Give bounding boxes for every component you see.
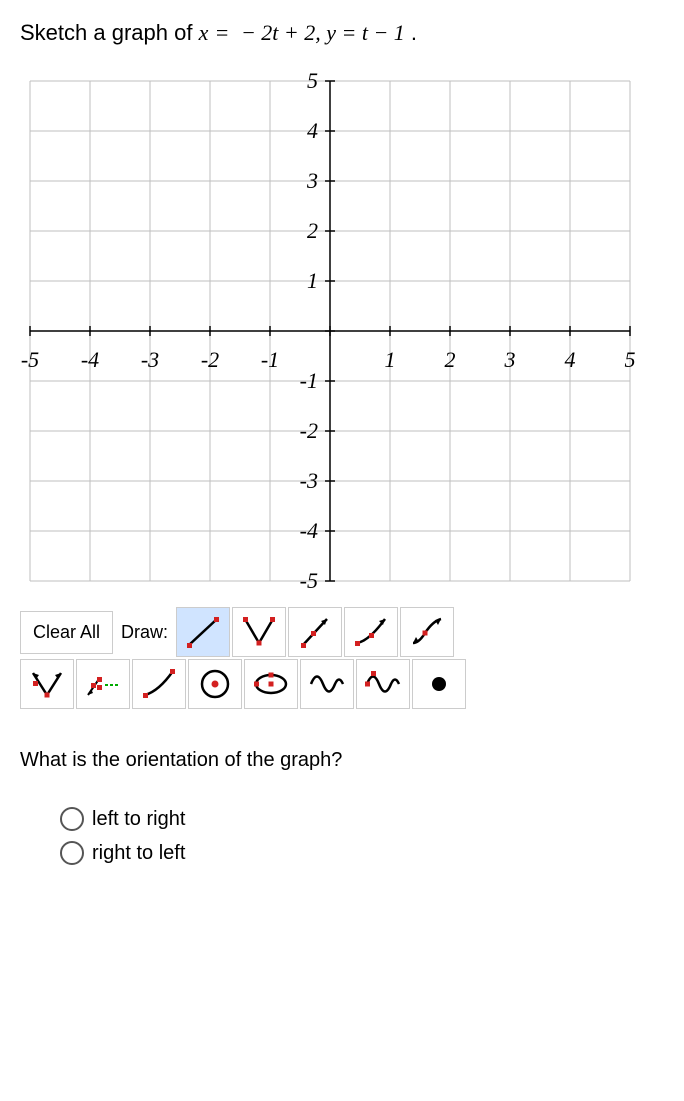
svg-text:-4: -4 — [300, 518, 318, 543]
line-tool[interactable] — [176, 607, 230, 657]
svg-text:2: 2 — [307, 218, 318, 243]
abs-tool[interactable] — [232, 607, 286, 657]
question-text: Sketch a graph of x = − 2t + 2, y = t − … — [20, 20, 664, 46]
piecewise-tool[interactable] — [76, 659, 130, 709]
svg-text:-4: -4 — [81, 347, 99, 372]
svg-text:-3: -3 — [300, 468, 318, 493]
question-prefix: Sketch a graph of — [20, 20, 199, 45]
radio-label: right to left — [92, 842, 185, 865]
circle-tool[interactable] — [188, 659, 242, 709]
svg-text:-3: -3 — [141, 347, 159, 372]
curve-right-tool[interactable] — [344, 607, 398, 657]
radio-option-right-to-left[interactable]: right to left — [60, 841, 664, 865]
segment-tool[interactable] — [132, 659, 186, 709]
svg-text:-2: -2 — [300, 418, 318, 443]
radio-circle-icon — [60, 807, 84, 831]
svg-text:3: 3 — [504, 347, 516, 372]
svg-text:1: 1 — [307, 268, 318, 293]
svg-text:1: 1 — [385, 347, 396, 372]
draw-toolbar: Clear All Draw: — [20, 607, 664, 709]
svg-text:4: 4 — [565, 347, 576, 372]
svg-text:5: 5 — [625, 347, 636, 372]
orientation-question: What is the orientation of the graph? — [20, 749, 664, 772]
question-math: x — [199, 20, 209, 45]
ellipse-tool[interactable] — [244, 659, 298, 709]
point-tool[interactable] — [412, 659, 466, 709]
v-tool[interactable] — [20, 659, 74, 709]
sine-tool[interactable] — [300, 659, 354, 709]
draw-label: Draw: — [115, 622, 174, 643]
radio-label: left to right — [92, 808, 185, 831]
svg-text:4: 4 — [307, 118, 318, 143]
graph-canvas[interactable]: -5 -4 -3 -2 -1 1 2 3 4 5 -5 -4 -3 -2 -1 1 2 3 4 5 — [20, 71, 664, 597]
sine2-tool[interactable] — [356, 659, 410, 709]
radio-option-left-to-right[interactable]: left to right — [60, 807, 664, 831]
svg-text:-5: -5 — [21, 347, 39, 372]
orientation-radio-group: left to right right to left — [60, 807, 664, 865]
s-curve-tool[interactable] — [400, 607, 454, 657]
svg-text:-5: -5 — [300, 568, 318, 591]
svg-text:-1: -1 — [261, 347, 279, 372]
svg-text:-1: -1 — [300, 368, 318, 393]
svg-text:5: 5 — [307, 71, 318, 93]
svg-text:3: 3 — [306, 168, 318, 193]
clear-all-button[interactable]: Clear All — [20, 611, 113, 654]
svg-text:2: 2 — [445, 347, 456, 372]
ray-up-tool[interactable] — [288, 607, 342, 657]
radio-circle-icon — [60, 841, 84, 865]
svg-text:-2: -2 — [201, 347, 219, 372]
